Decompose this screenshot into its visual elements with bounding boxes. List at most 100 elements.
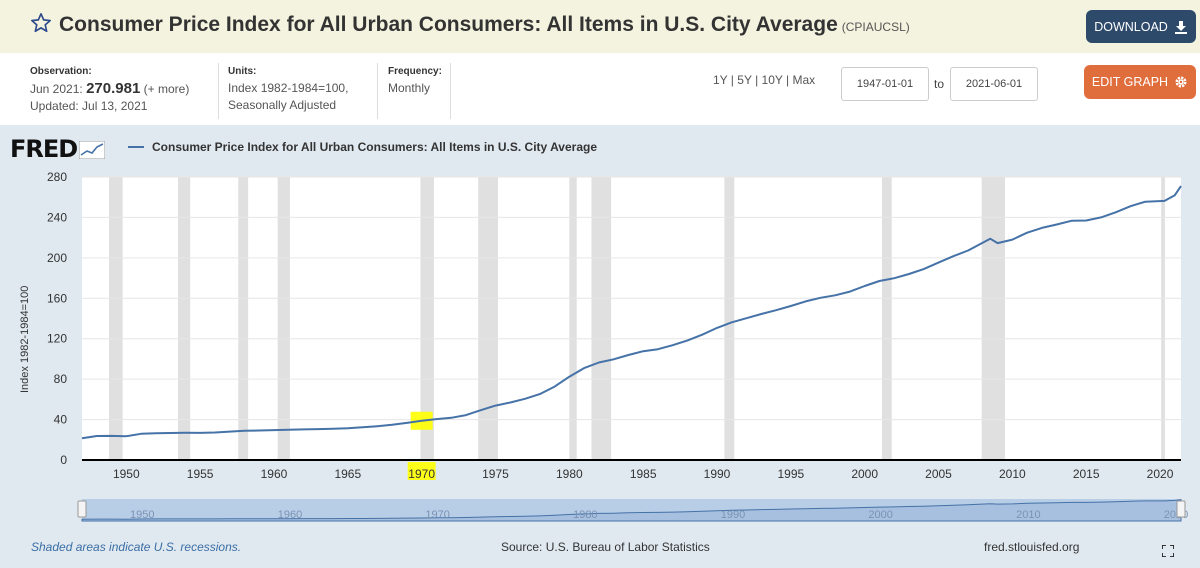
range-navigator[interactable]: 1950 1960 1970 1980 1990 2000 2010 2020 xyxy=(77,499,1188,522)
navigator-tick-labels: 1950 1960 1970 1980 1990 2000 2010 2020 xyxy=(130,509,1188,521)
site-link[interactable]: fred.stlouisfed.org xyxy=(984,540,1080,554)
y-axis-label: Index 1982-1984=100 xyxy=(19,286,31,393)
navigator-tick-label: 1980 xyxy=(573,509,597,521)
x-tick-label: 1965 xyxy=(334,467,361,481)
navigator-tick-label: 1950 xyxy=(130,509,154,521)
start-date-input[interactable]: 1947-01-01 xyxy=(841,67,929,101)
x-tick-label: 1955 xyxy=(187,467,214,481)
x-tick-label: 2015 xyxy=(1073,467,1100,481)
x-tick-label: 1995 xyxy=(777,467,804,481)
divider xyxy=(450,63,451,119)
tick-highlight xyxy=(407,462,436,480)
range-max[interactable]: Max xyxy=(792,73,816,87)
y-tick-label: 160 xyxy=(47,291,67,305)
observation-box: Observation: Jun 2021: 270.981 (+ more) … xyxy=(30,63,189,115)
units-label: Units: xyxy=(228,66,257,77)
navigator-tick-label: 2010 xyxy=(1016,509,1040,521)
star-icon[interactable] xyxy=(30,12,52,34)
more-link[interactable]: (+ more) xyxy=(143,82,190,96)
updated-date: Updated: Jul 13, 2021 xyxy=(30,99,148,113)
x-tick-label: 1950 xyxy=(113,467,140,481)
recession-band xyxy=(109,177,123,460)
x-tick-label: 1960 xyxy=(261,467,288,481)
legend-swatch xyxy=(128,146,144,148)
fred-logo-text: FRED xyxy=(10,135,78,163)
y-tick-label: 0 xyxy=(60,453,67,467)
recession-band xyxy=(277,177,290,460)
navigator-tick-label: 1960 xyxy=(278,509,302,521)
frequency-value: Monthly xyxy=(388,81,431,95)
end-date-input[interactable]: 2021-06-01 xyxy=(950,67,1038,101)
units-box: Units: Index 1982-1984=100, Seasonally A… xyxy=(228,63,348,114)
x-tick-label: 2010 xyxy=(999,467,1026,481)
y-tick-label: 40 xyxy=(54,413,68,427)
title-text: Consumer Price Index for All Urban Consu… xyxy=(59,13,838,36)
x-tick-label: 1985 xyxy=(630,467,657,481)
chart[interactable]: 0 40 80 120 160 200 240 280 1950 1955 1960 1965 197… xyxy=(0,125,1200,535)
recession-band xyxy=(177,177,191,460)
x-tick-labels: 1950 1955 1960 1965 1970 1975 1980 1985 1990 1995… xyxy=(113,467,1174,481)
download-icon xyxy=(1174,20,1187,34)
observation-date: Jun 2021: xyxy=(30,82,83,96)
download-button[interactable]: DOWNLOAD xyxy=(1086,10,1196,43)
range-1y[interactable]: 1Y xyxy=(713,73,728,87)
x-tick-label: 2005 xyxy=(925,467,952,481)
y-tick-label: 200 xyxy=(47,251,67,265)
recession-band xyxy=(569,177,577,460)
navigator-tick-label: 1990 xyxy=(721,509,745,521)
y-tick-labels: 0 40 80 120 160 200 240 280 xyxy=(47,170,67,467)
navigator-area xyxy=(81,499,1182,522)
to-label: to xyxy=(934,77,945,91)
recession-band xyxy=(1161,177,1165,460)
cpi-series-line xyxy=(81,185,1182,440)
y-tick-label: 240 xyxy=(47,210,67,224)
navigator-tick-label: 2000 xyxy=(868,509,892,521)
x-tick-label: 1970 xyxy=(408,467,435,481)
download-label: DOWNLOAD xyxy=(1094,19,1168,34)
gear-icon xyxy=(1175,76,1187,88)
divider xyxy=(218,63,219,119)
x-tick-label: 2020 xyxy=(1147,467,1174,481)
graph-panel: FRED Consumer Price Index for All Urban … xyxy=(0,125,1200,568)
x-tick-label: 1975 xyxy=(482,467,509,481)
y-gridlines xyxy=(82,176,1181,421)
recession-band xyxy=(881,177,892,460)
recession-band xyxy=(238,177,249,460)
range-10y[interactable]: 10Y xyxy=(761,73,783,87)
navigator-right-handle[interactable] xyxy=(1176,500,1186,518)
fred-logo: FRED xyxy=(10,135,106,163)
recession-note: Shaded areas indicate U.S. recessions. xyxy=(31,540,242,554)
fullscreen-icon[interactable] xyxy=(1162,545,1174,557)
x-tick-label: 1980 xyxy=(556,467,583,481)
divider xyxy=(377,63,378,119)
recession-band xyxy=(591,177,612,460)
legend-label: Consumer Price Index for All Urban Consu… xyxy=(152,140,597,154)
y-tick-label: 80 xyxy=(54,372,68,386)
frequency-label: Frequency: xyxy=(388,66,442,77)
chart-legend: Consumer Price Index for All Urban Consu… xyxy=(128,140,597,154)
page-title: Consumer Price Index for All Urban Consu… xyxy=(59,13,910,37)
x-tick-label: 2000 xyxy=(851,467,878,481)
navigator-tick-label: 1970 xyxy=(425,509,449,521)
recession-band xyxy=(420,177,434,460)
title-bar: Consumer Price Index for All Urban Consu… xyxy=(0,0,1200,53)
frequency-box: Frequency: Monthly xyxy=(388,63,442,97)
info-bar: Observation: Jun 2021: 270.981 (+ more) … xyxy=(0,53,1200,125)
navigator-left-handle[interactable] xyxy=(77,500,87,518)
observation-value: 270.981 xyxy=(86,80,141,97)
range-5y[interactable]: 5Y xyxy=(737,73,752,87)
source-text: Source: U.S. Bureau of Labor Statistics xyxy=(501,540,710,554)
edit-graph-label: EDIT GRAPH xyxy=(1091,75,1169,89)
recession-band xyxy=(981,177,1005,460)
y-tick-label: 120 xyxy=(47,332,67,346)
recession-bands xyxy=(109,177,1165,460)
recession-band xyxy=(724,177,735,460)
range-selector: 1Y | 5Y | 10Y | Max xyxy=(713,73,816,87)
observation-label: Observation: xyxy=(30,66,92,77)
series-id: (CPIAUCSL) xyxy=(841,20,910,34)
y-tick-label: 280 xyxy=(47,170,67,184)
x-tick-label: 1990 xyxy=(704,467,731,481)
recession-band xyxy=(478,177,499,460)
edit-graph-button[interactable]: EDIT GRAPH xyxy=(1084,65,1196,99)
units-line1: Index 1982-1984=100, xyxy=(228,81,349,95)
